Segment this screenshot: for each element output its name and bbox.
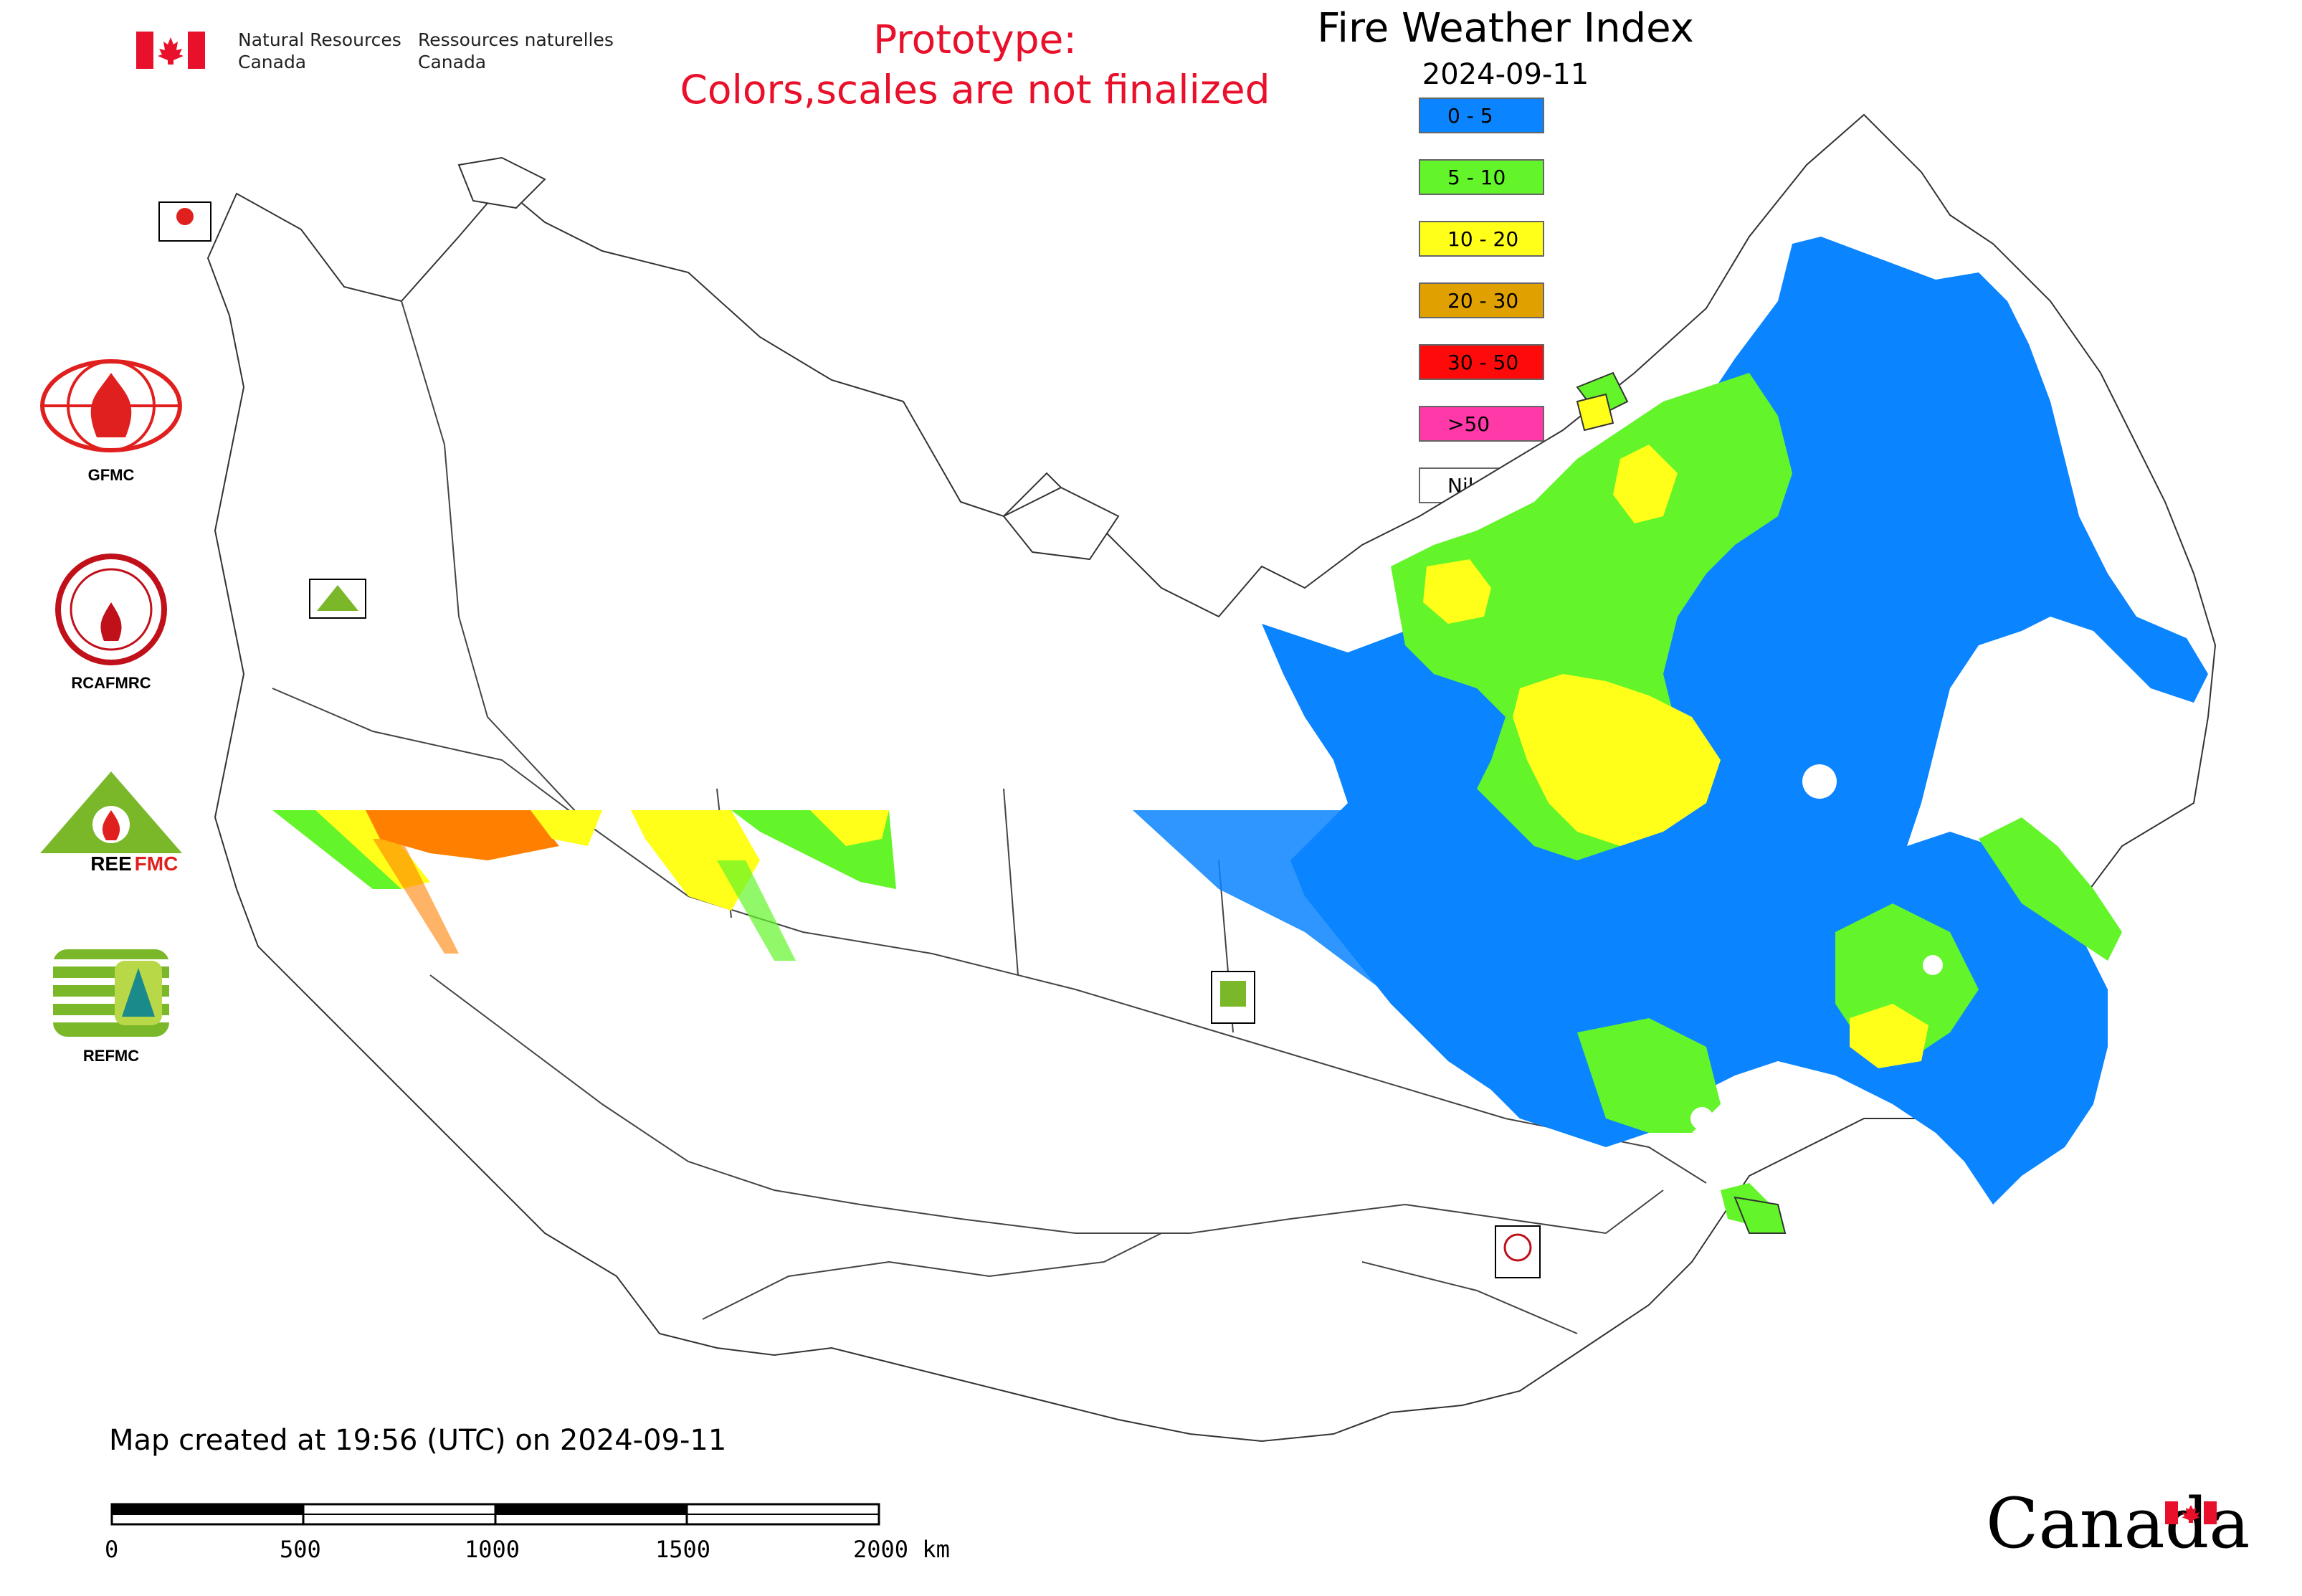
map-title: Fire Weather Index bbox=[1317, 5, 1694, 52]
fwi-zone-10-20 bbox=[1423, 559, 1491, 624]
fwi-zone-5-10 bbox=[1577, 1018, 1721, 1133]
org-name-french: Ressources naturelles Canada bbox=[418, 29, 614, 72]
map-creation-note: Map created at 19:56 (UTC) on 2024-09-11 bbox=[109, 1424, 727, 1457]
refmc-logo: REFMC bbox=[36, 946, 186, 1065]
canada-wordmark-flag-icon bbox=[2165, 1501, 2217, 1524]
nil-gap bbox=[2080, 1117, 2101, 1137]
arctic-island bbox=[457, 156, 546, 209]
fwi-zone-5-10 bbox=[1391, 373, 1792, 860]
gfmc-caption: GFMC bbox=[87, 466, 135, 484]
fwi-streaks-20-30 bbox=[373, 839, 459, 954]
refmc-emblem-icon bbox=[53, 949, 169, 1037]
fwi-zone-0-5 bbox=[2029, 495, 2208, 674]
nil-gap bbox=[1923, 955, 1943, 975]
fwi-zone-10-20 bbox=[531, 810, 602, 846]
org-name-english: Natural Resources Canada bbox=[238, 29, 401, 72]
refmc-marker-icon bbox=[1220, 981, 1246, 1007]
refmc-caption: REFMC bbox=[82, 1047, 140, 1065]
svg-text:REE: REE bbox=[90, 852, 132, 875]
fwi-streaks-5-10 bbox=[717, 860, 796, 961]
rcafmrc-marker-icon bbox=[1503, 1233, 1532, 1262]
gfmc-logo: GFMC bbox=[36, 358, 186, 485]
legend-item-5-10: 5 - 10 bbox=[1419, 159, 1544, 195]
legend-item-30-50: 30 - 50 bbox=[1419, 344, 1544, 380]
internal-boundary bbox=[429, 974, 1664, 1235]
fwi-zone-10-20 bbox=[810, 810, 889, 846]
reefmc-emblem-icon: REE FMC bbox=[40, 771, 182, 875]
fwi-zone-10-20 bbox=[1513, 674, 1721, 846]
legend-item-20-30: 20 - 30 bbox=[1419, 282, 1544, 318]
scale-tick-0: 0 bbox=[105, 1536, 119, 1563]
arctic-island bbox=[1576, 393, 1614, 432]
map-date: 2024-09-11 bbox=[1422, 58, 1589, 91]
fwi-zone-10-20 bbox=[631, 810, 760, 911]
rcafmrc-logo: RCAFMRC bbox=[36, 552, 186, 693]
fwi-streaks-5-10 bbox=[272, 810, 401, 889]
svg-text:FMC: FMC bbox=[135, 852, 179, 875]
gfmc-marker-icon bbox=[176, 208, 194, 225]
nil-gap bbox=[1802, 764, 1837, 799]
arctic-island bbox=[1002, 486, 1120, 561]
legend-item-0-5: 0 - 5 bbox=[1419, 98, 1544, 133]
reefmc-logo: REE FMC bbox=[36, 767, 186, 878]
arctic-island bbox=[1733, 1196, 1787, 1234]
reefmc-marker-icon bbox=[317, 585, 358, 611]
internal-boundary bbox=[702, 1232, 1578, 1334]
scale-tick-2000: 2000 km bbox=[853, 1536, 950, 1563]
canada-flag-icon bbox=[136, 32, 205, 69]
scale-tick-1000: 1000 bbox=[465, 1536, 520, 1563]
scale-tick-1500: 1500 bbox=[655, 1536, 711, 1563]
internal-boundary bbox=[401, 300, 1707, 1184]
rcafmrc-emblem-icon bbox=[55, 554, 167, 665]
nil-gap bbox=[1690, 1107, 1713, 1130]
fwi-streaks-0-5 bbox=[1133, 810, 1563, 1118]
fwi-zone-5-10 bbox=[1979, 817, 2122, 961]
prototype-notice: Prototype: Colors,scales are not finaliz… bbox=[680, 16, 1270, 113]
legend-item-10-20: 10 - 20 bbox=[1419, 221, 1544, 257]
legend-item-over-50: >50 bbox=[1419, 406, 1544, 442]
fwi-zone-10-20 bbox=[1850, 1004, 1928, 1068]
rcafmrc-marker bbox=[1495, 1225, 1541, 1278]
scale-bar bbox=[110, 1503, 880, 1526]
rcafmrc-caption: RCAFMRC bbox=[71, 674, 151, 692]
fwi-zone-0-5 bbox=[1262, 237, 2208, 1205]
scale-tick-500: 500 bbox=[280, 1536, 321, 1563]
gfmc-emblem-icon bbox=[40, 359, 182, 452]
fwi-zone-20-30 bbox=[366, 810, 559, 860]
fwi-zone-10-20 bbox=[1613, 445, 1678, 523]
